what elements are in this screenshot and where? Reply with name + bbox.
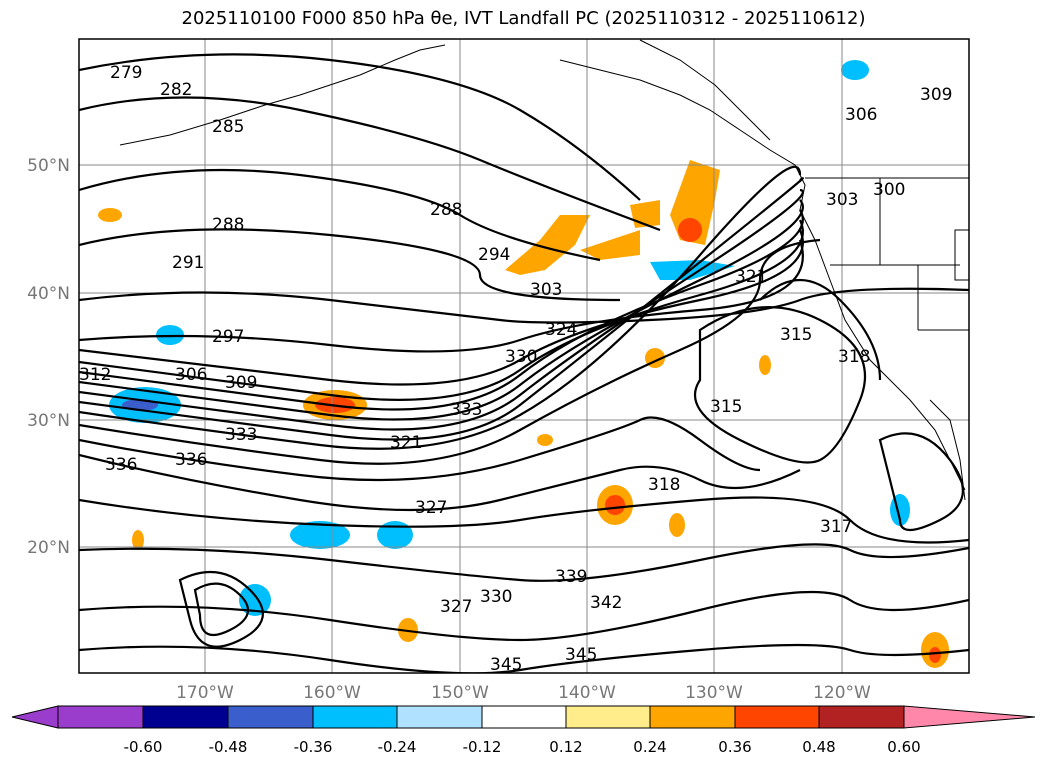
colorbar-bin	[818, 705, 905, 729]
colorbar	[11, 705, 1036, 729]
contour-label: 291	[172, 253, 204, 273]
contour-label: 285	[212, 117, 244, 137]
shade-blue	[377, 521, 413, 549]
lat-label: 30°N	[27, 411, 70, 431]
contour-lines	[79, 53, 969, 673]
colorbar-labels: -0.60 -0.48 -0.36 -0.24 -0.12 0.12 0.24 …	[124, 738, 921, 756]
contour-label: 321	[735, 267, 767, 287]
lon-label: 140°W	[558, 683, 616, 703]
contour-label: 345	[490, 655, 522, 675]
shade-orange	[132, 530, 144, 550]
contour-label: 306	[845, 105, 877, 125]
map-title: 2025110100 F000 850 hPa θe, IVT Landfall…	[181, 8, 866, 29]
shade-orange	[537, 434, 553, 446]
lon-label: 130°W	[685, 683, 743, 703]
contour-label: 315	[780, 325, 812, 345]
colorbar-bin	[396, 705, 483, 729]
colorbar-bin	[142, 705, 229, 729]
shade-orange	[669, 513, 685, 537]
colorbar-bin	[649, 705, 736, 729]
contour-label: 336	[175, 450, 207, 470]
contour-label: 303	[530, 280, 562, 300]
colorbar-label: -0.48	[209, 738, 248, 756]
contour-label: 303	[826, 190, 858, 210]
colorbar-label: 0.24	[633, 738, 666, 756]
contour-label: 339	[555, 567, 587, 587]
colorbar-bin	[734, 705, 820, 729]
shade-red	[678, 218, 702, 242]
contour-label: 282	[160, 80, 192, 100]
colorbar-bin	[565, 705, 651, 729]
shade-orange	[759, 355, 771, 375]
lon-label: 160°W	[303, 683, 361, 703]
colorbar-label: -0.60	[124, 738, 163, 756]
contour-label: 309	[920, 85, 952, 105]
colorbar-extend-right	[903, 705, 1036, 729]
contour-label: 288	[212, 215, 244, 235]
contour-label: 294	[478, 245, 510, 265]
contour-label: 317	[820, 517, 852, 537]
contour-label: 309	[225, 373, 257, 393]
contour-label: 342	[590, 593, 622, 613]
lat-label: 40°N	[27, 284, 70, 304]
contour-label: 315	[710, 397, 742, 417]
lat-label: 50°N	[27, 156, 70, 176]
colorbar-label: 0.36	[718, 738, 751, 756]
shade-red	[929, 647, 941, 663]
contour-label: 318	[648, 475, 680, 495]
lon-labels: 170°W 160°W 150°W 140°W 130°W 120°W	[176, 683, 871, 703]
lat-labels: 50°N 40°N 30°N 20°N	[27, 156, 70, 558]
colorbar-label: 0.48	[802, 738, 835, 756]
contour-label: 333	[225, 425, 257, 445]
colorbar-extend-left	[11, 705, 59, 729]
colorbar-label: -0.12	[463, 738, 502, 756]
contour-label: 318	[838, 347, 870, 367]
shade-blue	[841, 60, 869, 80]
shade-blue	[290, 521, 350, 549]
contour-label: 324	[545, 320, 577, 340]
colorbar-bin	[481, 705, 567, 729]
shade-red	[605, 495, 625, 515]
colorbar-bin	[312, 705, 398, 729]
contour-label: 327	[415, 498, 447, 518]
colorbar-bin	[57, 705, 144, 729]
contour-label: 300	[873, 180, 905, 200]
lat-label: 20°N	[27, 538, 70, 558]
contour-label: 306	[175, 365, 207, 385]
contour-labels: 279 282 285 288 288 291 294 297 300 303 …	[79, 63, 952, 675]
map-plot: 279 282 285 288 288 291 294 297 300 303 …	[79, 39, 969, 675]
contour-label: 345	[565, 645, 597, 665]
shade-orange	[505, 215, 590, 275]
contour-label: 330	[505, 347, 537, 367]
contour-label: 312	[79, 365, 111, 385]
lon-label: 150°W	[431, 683, 489, 703]
colorbar-label: 0.60	[887, 738, 920, 756]
contour-label: 279	[110, 63, 142, 83]
contour-label: 336	[105, 455, 137, 475]
shade-orange	[580, 230, 640, 260]
lon-label: 120°W	[813, 683, 871, 703]
contour-label: 330	[480, 587, 512, 607]
plot-frame	[78, 38, 970, 674]
contour-label: 297	[212, 327, 244, 347]
lon-label: 170°W	[176, 683, 234, 703]
shade-orange	[98, 208, 122, 222]
colorbar-bin	[227, 705, 314, 729]
colorbar-label: 0.12	[549, 738, 582, 756]
colorbar-label: -0.24	[378, 738, 417, 756]
contour-label: 327	[440, 597, 472, 617]
colorbar-label: -0.36	[294, 738, 333, 756]
contour-label: 333	[450, 400, 482, 420]
contour-label: 321	[390, 433, 422, 453]
contour-label: 288	[430, 200, 462, 220]
